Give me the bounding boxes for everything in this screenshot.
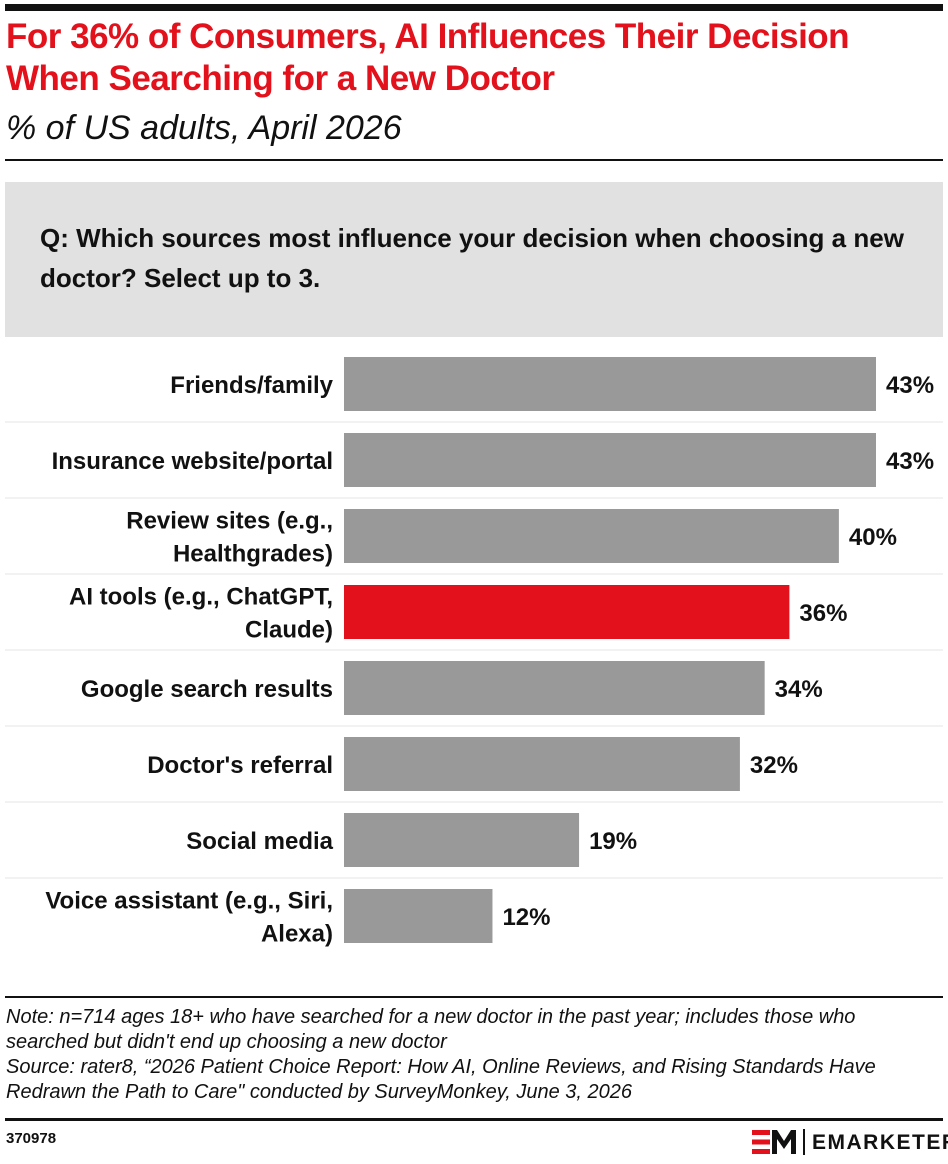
em-logo-icon [752,1130,796,1154]
category-label: Review sites (e.g., Healthgrades) [126,508,333,568]
value-label: 19% [589,828,637,855]
value-label: 12% [502,904,550,931]
question-text: Q: Which sources most influence your dec… [40,223,904,293]
bar [344,889,493,943]
footer-divider [5,996,943,998]
value-label: 34% [775,676,823,703]
category-label: Voice assistant (e.g., Siri, Alexa) [45,888,333,948]
value-label: 43% [886,372,934,399]
bar [344,585,790,639]
bar [344,433,876,487]
bar [344,737,740,791]
value-label: 40% [849,524,897,551]
value-label: 32% [750,752,798,779]
brand-name: EMARKETER [812,1131,948,1154]
category-label: Google search results [81,676,333,703]
footnote: Note: n=714 ages 18+ who have searched f… [6,1005,942,1105]
top-rule [5,4,943,11]
title-divider [5,159,943,161]
bar [344,509,839,563]
source-text: Source: rater8, “2026 Patient Choice Rep… [6,1056,876,1103]
category-label-line: Claude) [245,617,333,644]
category-label-line: Google search results [81,676,333,703]
category-label-line: Friends/family [170,372,333,399]
category-label-line: AI tools (e.g., ChatGPT, [69,584,333,611]
value-label: 43% [886,448,934,475]
category-label: Doctor's referral [147,752,333,779]
chart-subtitle: % of US adults, April 2026 [6,109,402,147]
category-label: Social media [186,828,333,855]
bar [344,661,765,715]
question-box: Q: Which sources most influence your dec… [5,182,943,337]
bar [344,357,876,411]
value-label: 36% [799,600,847,627]
category-label-line: Social media [186,828,333,855]
category-label-line: Review sites (e.g., [126,508,333,535]
category-label-line: Healthgrades) [173,541,333,568]
category-label-line: Alexa) [261,921,333,948]
logo-divider [803,1129,805,1155]
bottom-rule [5,1118,943,1121]
category-label-line: Doctor's referral [147,752,333,779]
chart-id: 370978 [6,1130,57,1147]
category-label-line: Insurance website/portal [52,448,333,475]
chart-title: For 36% of Consumers, AI Influences Thei… [6,17,850,98]
category-label-line: Voice assistant (e.g., Siri, [45,888,333,915]
bar [344,813,580,867]
category-label: AI tools (e.g., ChatGPT, Claude) [69,584,333,644]
note-text: Note: n=714 ages 18+ who have searched f… [6,1006,856,1053]
category-label: Insurance website/portal [52,448,333,475]
category-label: Friends/family [170,372,333,399]
